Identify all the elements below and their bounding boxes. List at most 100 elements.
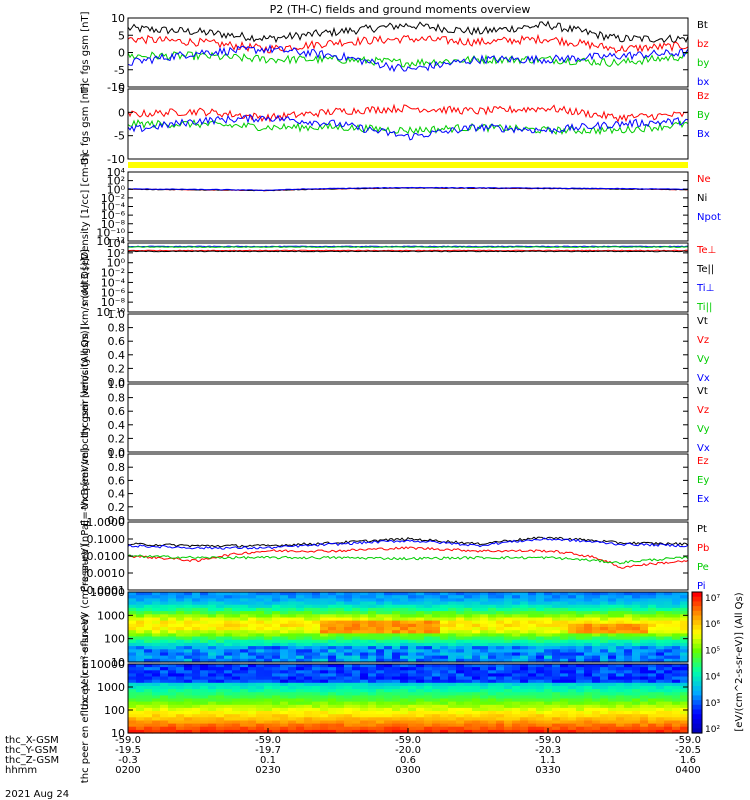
spectrogram-cell <box>176 664 185 668</box>
spectrogram-cell <box>600 692 609 696</box>
spectrogram-cell <box>464 723 473 728</box>
spectrogram-cell <box>192 623 201 628</box>
spectrogram-cell <box>288 623 297 628</box>
spectrogram-cell <box>160 704 169 709</box>
spectrogram-cell <box>376 649 385 654</box>
spectrogram-cell <box>224 720 233 725</box>
spectrogram-cell <box>464 729 473 734</box>
spectrogram-cell <box>672 598 681 603</box>
spectrogram-cell <box>640 655 649 660</box>
spectrogram-cell <box>632 667 641 671</box>
spectrogram-cell <box>416 617 425 622</box>
spectrogram-cell <box>664 620 673 625</box>
y-tick-label: 0.6 <box>108 474 126 487</box>
spectrogram-cell <box>656 592 665 596</box>
spectrogram-cell <box>336 636 345 641</box>
spectrogram-cell <box>256 720 265 725</box>
spectrogram-cell <box>344 695 353 700</box>
spectrogram-cell <box>536 714 545 718</box>
spectrogram-cell <box>336 707 345 712</box>
spectrogram-cell <box>264 614 273 619</box>
spectrogram-cell <box>648 664 657 668</box>
spectrogram-cell <box>400 686 409 690</box>
spectrogram-cell <box>432 623 441 628</box>
spectrogram-cell <box>256 689 265 693</box>
spectrogram-cell <box>408 670 417 674</box>
spectrogram-cell <box>616 623 625 628</box>
spectrogram-cell <box>424 649 433 654</box>
spectrogram-cell <box>640 611 649 615</box>
spectrogram-cell <box>320 670 329 674</box>
spectrogram-cell <box>184 695 193 700</box>
legend-entry: Ey <box>697 475 709 486</box>
spectrogram-cell <box>632 670 641 674</box>
spectrogram-cell <box>456 711 465 715</box>
spectrogram-cell <box>248 614 257 619</box>
spectrogram-cell <box>264 642 273 647</box>
spectrogram-cell <box>392 630 401 634</box>
colorbar-segment <box>692 624 702 631</box>
spectrogram-cell <box>624 673 633 678</box>
spectrogram-cell <box>592 692 601 696</box>
spectrogram-cell <box>656 698 665 703</box>
spectrogram-cell <box>168 630 177 634</box>
spectrogram-cell <box>488 701 497 706</box>
spectrogram-cell <box>296 601 305 606</box>
spectrogram-cell <box>216 686 225 690</box>
spectrogram-cell <box>160 592 169 596</box>
spectrogram-cell <box>376 642 385 647</box>
spectrogram-cell <box>624 642 633 647</box>
spectrogram-cell <box>568 717 577 721</box>
legend-entry: Vt <box>697 316 708 327</box>
spectrogram-cell <box>592 704 601 709</box>
spectrogram-cell <box>496 667 505 671</box>
spectrogram-cell <box>352 614 361 619</box>
spectrogram-cell <box>128 623 137 628</box>
spectrogram-cell <box>624 714 633 718</box>
spectrogram-cell <box>576 714 585 718</box>
spectrogram-cell <box>256 701 265 706</box>
legend-entry: Pi <box>697 581 706 592</box>
spectrogram-cell <box>592 598 601 603</box>
series-line-pe <box>127 554 689 565</box>
spectrogram-cell <box>208 633 217 638</box>
spectrogram-cell <box>360 623 369 628</box>
spectrogram-cell <box>352 636 361 641</box>
spectrogram-cell <box>448 667 457 671</box>
spectrogram-cell <box>616 611 625 615</box>
spectrogram-cell <box>296 652 305 657</box>
spectrogram-cell <box>568 698 577 703</box>
spectrogram-cell <box>304 639 313 644</box>
spectrogram-cell <box>504 642 513 647</box>
spectrogram-cell <box>528 601 537 606</box>
spectrogram-cell <box>264 686 273 690</box>
spectrogram-cell <box>480 726 489 731</box>
spectrogram-cell <box>264 692 273 696</box>
spectrogram-cell <box>648 611 657 615</box>
spectrogram-cell <box>608 695 617 700</box>
spectrogram-cell <box>464 601 473 606</box>
spectrogram-cell <box>128 595 137 599</box>
spectrogram-cell <box>568 679 577 684</box>
spectrogram-cell <box>248 604 257 609</box>
spectrogram-cell <box>456 670 465 674</box>
spectrogram-cell <box>168 623 177 628</box>
spectrogram-cell <box>200 639 209 644</box>
spectrogram-cell <box>488 598 497 603</box>
spectrogram-cell <box>320 639 329 644</box>
spectrogram-cell <box>176 642 185 647</box>
spectrogram-cell <box>672 686 681 690</box>
spectrogram-cell <box>328 720 337 725</box>
spectrogram-cell <box>624 646 633 650</box>
spectrogram-cell <box>288 604 297 609</box>
spectrogram-cell <box>192 689 201 693</box>
spectrogram-cell <box>392 655 401 660</box>
spectrogram-cell <box>624 692 633 696</box>
spectrogram-cell <box>480 646 489 650</box>
spectrogram-cell <box>544 598 553 603</box>
spectrogram-cell <box>520 692 529 696</box>
spectrogram-cell <box>320 623 329 628</box>
spectrogram-cell <box>576 717 585 721</box>
spectrogram-cell <box>384 676 393 681</box>
